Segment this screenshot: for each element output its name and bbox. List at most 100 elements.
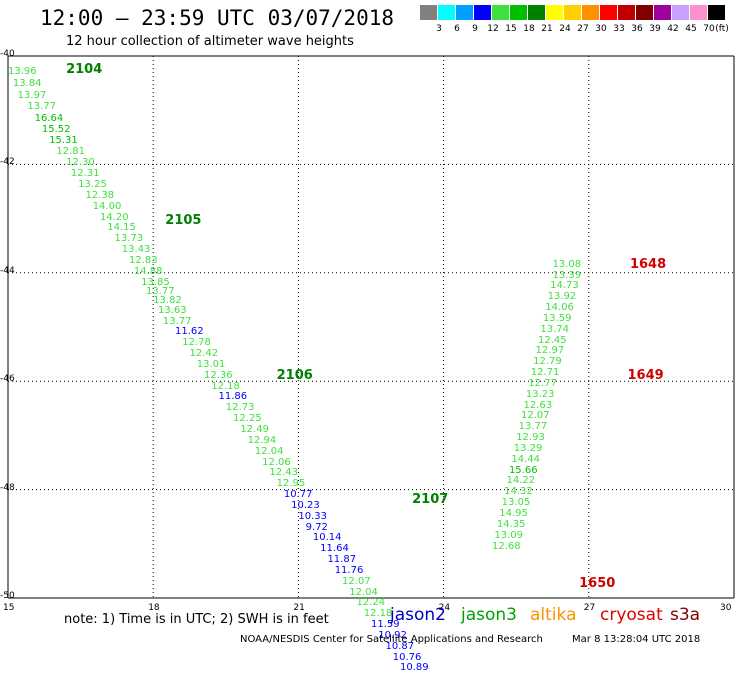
legend-label: 36 [631,24,643,34]
wave-height-value: 10.14 [312,532,342,544]
wave-height-value: 13.08 [552,258,582,270]
legend-swatch [690,5,707,20]
wave-height-value: 12.31 [70,168,100,180]
wave-height-value: 12.38 [85,189,115,201]
wave-height-value: 9.72 [305,521,328,533]
legend-swatch [474,5,491,20]
wave-height-value: 11.64 [320,543,349,555]
satellite-s3a: s3a [670,605,701,625]
legend-swatch [510,5,527,20]
wave-height-value: 11.59 [371,619,400,631]
wave-height-value: 12.77 [528,377,557,389]
wave-height-value: 13.92 [547,291,577,303]
legend-swatch [600,5,617,20]
footnote: note: 1) Time is in UTC; 2) SWH is in fe… [64,612,329,627]
legend-label: 6 [454,24,460,34]
wave-height-value: 12.73 [225,402,255,414]
wave-height-value: 10.77 [283,489,313,501]
wave-height-value: 14.22 [506,475,536,487]
wave-height-value: 14.73 [550,280,579,292]
wave-height-value: 14.00 [92,200,122,212]
legend-label: 24 [559,24,571,34]
wave-height-value: 13.01 [196,358,226,370]
wave-height-value: 12.71 [530,367,560,379]
legend-label: 42 [667,24,679,34]
wave-height-value: 13.29 [513,442,543,454]
legend-label: 15 [505,24,517,34]
wave-height-value: 12.94 [247,434,277,446]
map-title: 12:00 — 23:59 UTC 03/07/2018 [40,6,395,30]
wave-height-value: 12.04 [254,445,284,457]
wave-height-value: 15.31 [49,134,78,146]
wave-height-value: 12.43 [269,467,298,479]
wave-height-value: 12.42 [189,348,219,360]
wave-height-value: 16.64 [34,112,64,124]
lat-tick-label: -44 [0,265,15,276]
wave-height-value: 11.87 [327,554,357,566]
satellite-jason3: jason3 [461,605,517,625]
lat-tick-label: -46 [0,374,15,385]
wave-height-value: 14.95 [499,507,528,519]
wave-height-value: 13.73 [114,233,144,245]
legend-swatch [528,5,545,20]
lon-tick-label: 24 [438,603,451,613]
legend-unit: (ft) [715,24,729,34]
lon-tick-label: 27 [583,603,596,613]
wave-height-value: 10.33 [298,510,328,522]
legend-label: 27 [577,24,589,34]
wave-height-value: 13.63 [158,304,187,316]
wave-height-value: 12.97 [535,345,565,357]
legend-swatch [492,5,509,20]
wave-height-value: 12.24 [356,597,386,609]
pass-label: 1649 [627,367,664,383]
legend-swatch [546,5,563,20]
wave-height-value: 13.77 [518,421,548,433]
wave-height-value: 13.77 [162,315,192,327]
satellite-altika: altika [530,605,577,625]
legend-label: 9 [472,24,478,34]
wave-height-value: 15.52 [41,123,71,135]
legend-label: 30 [595,24,607,34]
wave-height-value: 10.23 [291,499,320,511]
wave-height-value: 12.30 [66,157,95,169]
wave-height-value: 12.36 [204,369,233,381]
wave-height-value: 14.20 [99,211,129,223]
legend-label: 70 [703,24,715,34]
credit-line: NOAA/NESDIS Center for Satellite Applica… [240,634,700,645]
legend-swatch [456,5,473,20]
legend-swatch [618,5,635,20]
legend-swatch [564,5,581,20]
wave-height-value: 13.74 [540,323,570,335]
wave-height-value: 13.97 [17,90,47,102]
lat-tick-label: -48 [0,482,15,493]
wave-height-value: 13.23 [525,388,555,400]
lon-tick-label: 18 [148,603,160,613]
legend-swatch [708,5,725,20]
wave-height-value: 14.15 [107,222,136,234]
lat-tick-label: -50 [0,591,15,601]
legend-swatch [438,5,455,20]
wave-height-value: 12.49 [240,423,269,435]
pass-label: 1648 [629,256,667,272]
timestamp: Mar 8 13:28:04 UTC 2018 [572,634,701,645]
wave-height-value: 12.04 [349,586,378,598]
wave-height-value: 14.88 [133,265,163,277]
wave-height-value: 12.07 [341,575,371,587]
wave-height-value: 13.96 [8,66,37,78]
wave-height-value: 11.62 [174,326,204,338]
wave-height-value: 10.76 [392,651,422,663]
legend-swatch [420,5,437,20]
wave-height-value: 10.87 [385,640,415,652]
lon-tick-label: 30 [720,603,732,613]
lon-tick-label: 21 [293,603,305,613]
wave-height-value: 12.06 [262,456,291,468]
wave-height-value: 12.25 [233,413,262,425]
wave-height-value: 12.63 [523,399,553,411]
wave-height-value: 12.07 [521,410,550,422]
wave-height-value: 10.92 [378,629,407,641]
wave-height-map [7,55,735,599]
pass-label: 2104 [66,61,103,77]
wave-height-value: 12.83 [129,254,158,266]
wave-height-value: 12.78 [182,337,211,349]
lat-tick-label: -42 [0,157,15,168]
